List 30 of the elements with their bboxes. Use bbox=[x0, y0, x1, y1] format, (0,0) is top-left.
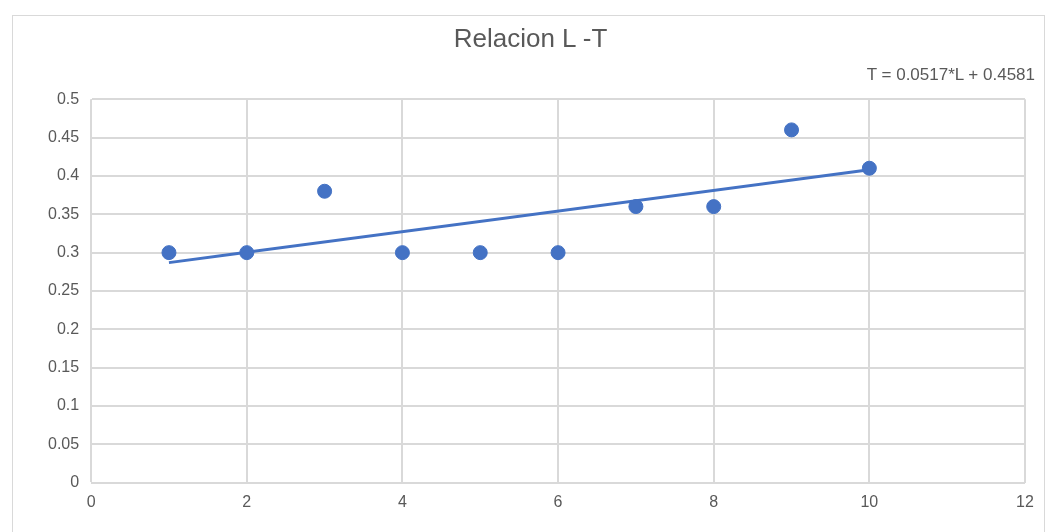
y-tick-label: 0.15 bbox=[48, 358, 80, 376]
x-tick-label: 12 bbox=[1016, 492, 1034, 510]
chart-title: Relacion L -T bbox=[453, 22, 608, 53]
y-tick-label: 0.5 bbox=[56, 89, 80, 107]
text: T = 0.0517*L + 0.4581 bbox=[866, 64, 1035, 84]
y-tick-label: 0.4 bbox=[56, 166, 80, 184]
x-tick-label: 8 bbox=[709, 492, 719, 510]
point bbox=[784, 122, 800, 138]
y-tick-label: 0.3 bbox=[56, 243, 80, 261]
point bbox=[472, 245, 488, 261]
y-tick-label: 0.05 bbox=[48, 434, 80, 452]
point bbox=[550, 245, 566, 261]
point bbox=[706, 199, 722, 215]
y-tick-label: 0 bbox=[70, 473, 80, 491]
y-tick-label: 0.2 bbox=[56, 319, 80, 337]
point bbox=[239, 245, 255, 261]
x-tick-label: 10 bbox=[860, 492, 879, 510]
point bbox=[861, 160, 877, 176]
x-tick-label: 4 bbox=[397, 492, 407, 510]
point bbox=[394, 245, 410, 261]
y-tick-label: 0.25 bbox=[48, 281, 80, 299]
x-tick-label: 2 bbox=[242, 492, 252, 510]
y-tick-label: 0.45 bbox=[48, 127, 80, 145]
x-tick-label: 6 bbox=[553, 492, 563, 510]
point bbox=[317, 183, 333, 199]
point bbox=[628, 199, 644, 215]
y-tick-label: 0.1 bbox=[56, 396, 80, 414]
y-tick-label: 0.35 bbox=[48, 204, 80, 222]
x-tick-label: 0 bbox=[86, 492, 96, 510]
point bbox=[161, 245, 177, 261]
